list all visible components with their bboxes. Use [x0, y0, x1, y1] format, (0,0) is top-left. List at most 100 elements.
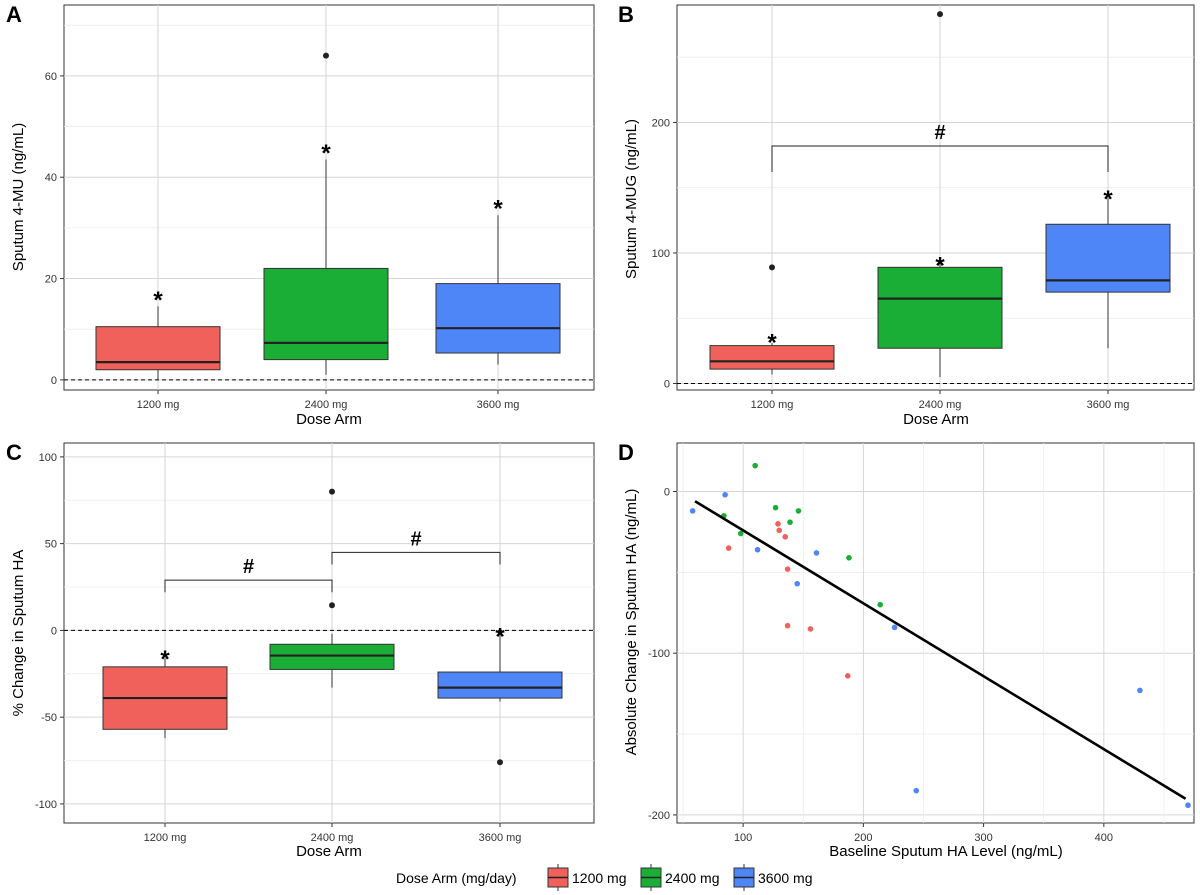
y-axis-label: Sputum 4-MU (ng/mL) [10, 123, 27, 271]
x-tick-label: 1200 mg [137, 399, 180, 411]
y-tick-label: 100 [652, 248, 670, 260]
data-point [784, 566, 791, 572]
data-point [752, 462, 758, 469]
data-point [846, 555, 852, 561]
box-1200-mg [709, 264, 835, 375]
significance-star: * [321, 140, 331, 167]
panel-a: 0 20 40 60 1200 mg 2400 mg 3600 mg * * * Dose Arm S… [6, 2, 595, 428]
panel-c: -100 -50 0 50 100 1200 mg 2400 mg 3600 mg # # * * Do… [6, 440, 595, 860]
plot-area [676, 442, 1195, 824]
significance-star: * [493, 196, 503, 223]
significance-star: * [1103, 186, 1113, 213]
x-axis-label: Baseline Sputum HA Level (ng/mL) [829, 843, 1062, 860]
x-axis-label: Dose Arm [296, 843, 362, 860]
significance-hash: # [243, 556, 254, 578]
legend-label: 1200 mg [572, 870, 626, 886]
x-axis-label: Dose Arm [296, 411, 362, 428]
data-point [754, 546, 761, 553]
y-tick-label: 100 [39, 452, 57, 464]
legend-label: 3600 mg [758, 870, 812, 886]
box-3600-mg [1045, 198, 1171, 349]
significance-star: * [935, 252, 945, 279]
legend: Dose Arm (mg/day) 1200 mg 2400 mg 3600 mg [396, 864, 812, 891]
y-tick-label: -50 [41, 712, 57, 724]
data-point [794, 580, 801, 587]
box-2400-mg [877, 11, 1003, 377]
box-body [263, 267, 389, 361]
data-point [787, 519, 793, 526]
box-1200-mg [102, 658, 228, 738]
significance-star: * [495, 623, 505, 650]
data-point [772, 504, 779, 511]
data-point [913, 787, 920, 794]
plot-area [63, 442, 595, 824]
panel-letter: C [6, 440, 22, 465]
x-tick-label: 2400 mg [305, 399, 348, 411]
box-body [269, 643, 395, 670]
y-tick-label: 0 [51, 375, 57, 387]
x-tick-label: 1200 mg [751, 399, 794, 411]
panel-d: -200 -100 0 100 200 300 400 Baseline Sputum HA … [618, 440, 1195, 860]
x-tick-label: 3600 mg [477, 399, 520, 411]
x-axis-label: Dose Arm [903, 411, 969, 428]
data-point [689, 508, 696, 514]
significance-bracket [771, 145, 1109, 173]
significance-star: * [767, 329, 777, 356]
box-2400-mg [263, 52, 389, 375]
y-tick-label: 50 [45, 539, 57, 551]
box-2400-mg [269, 488, 395, 688]
data-point [795, 508, 802, 514]
data-point [782, 533, 789, 540]
y-tick-label: -200 [648, 810, 670, 822]
x-tick-label: 200 [854, 832, 872, 844]
x-tick-label: 3600 mg [479, 832, 522, 844]
y-tick-label: 200 [652, 117, 670, 129]
y-axis-label: Sputum 4-MUG (ng/mL) [623, 119, 640, 279]
y-tick-label: -100 [35, 799, 57, 811]
y-tick-label: 0 [51, 625, 57, 637]
panel-letter: D [618, 440, 634, 465]
outlier-point [329, 602, 335, 609]
box-body [709, 345, 835, 370]
data-point [784, 622, 791, 629]
data-point [891, 624, 898, 631]
x-tick-label: 300 [974, 832, 992, 844]
y-tick-label: 20 [45, 274, 57, 286]
box-body [877, 266, 1003, 349]
outlier-point [937, 11, 943, 18]
panel-letter: A [6, 2, 22, 27]
legend-item: 1200 mg [547, 864, 626, 891]
data-point [737, 530, 744, 537]
box-body [437, 671, 563, 699]
data-point [1137, 687, 1143, 694]
significance-hash: # [410, 528, 421, 550]
x-tick-label: 2400 mg [311, 832, 354, 844]
y-tick-label: 60 [45, 71, 57, 83]
significance-star: * [160, 646, 170, 673]
y-tick-label: 40 [45, 172, 57, 184]
significance-hash: # [934, 122, 945, 144]
data-point [1185, 802, 1191, 809]
data-point [844, 673, 851, 679]
legend-item: 3600 mg [733, 864, 812, 891]
x-tick-label: 1200 mg [144, 832, 187, 844]
panel-letter: B [618, 2, 634, 27]
data-point [877, 601, 883, 608]
x-tick-label: 2400 mg [919, 399, 962, 411]
regression-line [694, 500, 1187, 800]
y-tick-label: 0 [664, 487, 670, 499]
outlier-point [323, 52, 329, 59]
legend-label: 2400 mg [665, 870, 719, 886]
data-point [725, 545, 732, 551]
significance-star: * [153, 287, 163, 314]
y-axis-label: % Change in Sputum HA [10, 550, 27, 717]
y-axis-label: Absolute Change in Sputum HA (ng/mL) [623, 489, 640, 756]
significance-bracket [164, 579, 333, 593]
box-1200-mg [95, 306, 221, 380]
data-point [807, 626, 814, 632]
x-tick-label: 3600 mg [1087, 399, 1130, 411]
legend-title: Dose Arm (mg/day) [396, 870, 517, 886]
outlier-point [497, 759, 503, 766]
x-tick-label: 100 [734, 832, 752, 844]
